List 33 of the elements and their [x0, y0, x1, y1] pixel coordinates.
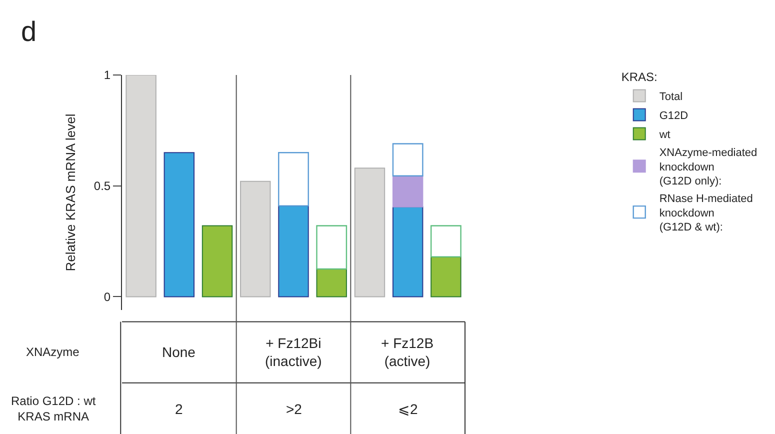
y-axis-title: Relative KRAS mRNA level — [62, 114, 78, 272]
text: Ratio G12D : wt KRAS mRNA — [11, 394, 96, 424]
bar — [392, 175, 424, 208]
text: d — [21, 16, 37, 47]
bar — [240, 180, 271, 298]
bar — [126, 75, 156, 298]
text: ⩽2 — [398, 401, 418, 417]
text: 2 — [175, 401, 183, 417]
bar — [354, 168, 386, 298]
bar — [278, 205, 309, 298]
y-tick-label: 1 — [104, 68, 111, 82]
y-tick-label: 0.5 — [94, 179, 111, 194]
legend-label: XNAzyme-mediated knockdown (G12D only): — [659, 147, 758, 188]
legend-label: G12D — [659, 110, 688, 122]
y-tick-label: 0 — [104, 290, 111, 304]
text: + Fz12B (active) — [381, 335, 434, 370]
text: None — [162, 344, 196, 360]
bar — [202, 225, 233, 298]
bar — [392, 143, 424, 176]
bar — [430, 225, 462, 258]
legend-title: KRAS: — [621, 70, 658, 84]
bar — [316, 225, 348, 270]
text: >2 — [286, 401, 302, 417]
bar — [392, 206, 424, 298]
legend-label: RNase H-mediated knockdown (G12D & wt): — [659, 193, 753, 234]
legend-label: wt — [658, 128, 670, 141]
bar — [278, 152, 309, 206]
text: XNAzyme — [26, 345, 80, 359]
bar — [316, 268, 347, 298]
legend-label: Total — [659, 90, 683, 103]
bar — [430, 256, 462, 298]
text: + Fz12Bi (inactive) — [265, 335, 322, 370]
bar — [164, 152, 195, 298]
